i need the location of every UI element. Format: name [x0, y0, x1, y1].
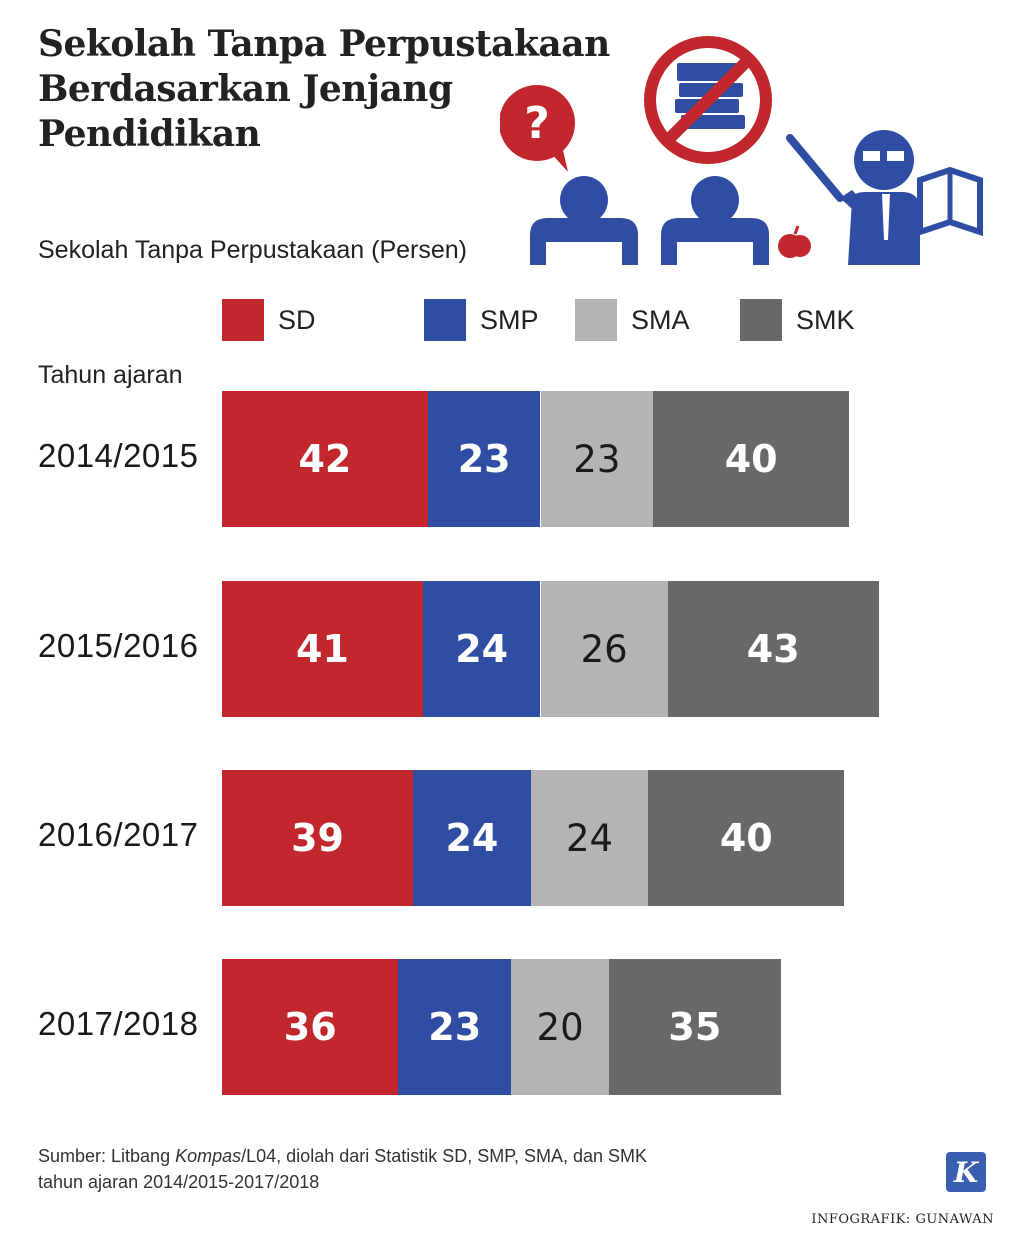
row-label: 2014/2015	[38, 437, 199, 474]
chart-subtitle: Sekolah Tanpa Perpustakaan (Persen)	[38, 236, 467, 264]
title-line: Berdasarkan Jenjang	[38, 68, 453, 110]
source-line: tahun ajaran 2014/2015-2017/2018	[38, 1172, 320, 1192]
row-label: 2016/2017	[38, 816, 199, 853]
legend-swatch	[740, 299, 782, 341]
bar-segment-sma: 20	[511, 959, 610, 1095]
data-label: 36	[283, 1005, 337, 1049]
legend-label: SMP	[480, 305, 539, 335]
bar-segment-smp: 23	[398, 959, 512, 1095]
student-icon	[661, 176, 769, 265]
data-label: 40	[724, 437, 778, 481]
kompas-logo: K	[946, 1152, 986, 1192]
data-label: 24	[445, 816, 499, 860]
bar-segment-sd: 36	[222, 959, 399, 1095]
data-label: 39	[291, 816, 344, 860]
chart-title: Sekolah Tanpa Perpustakaan Berdasarkan J…	[38, 22, 638, 157]
legend-swatch	[424, 299, 466, 341]
svg-text:?: ?	[524, 98, 550, 149]
credit: INFOGRAFIK: GUNAWAN	[811, 1212, 994, 1227]
data-label: 40	[719, 816, 773, 860]
bar-segment-smk: 35	[609, 959, 781, 1095]
data-label: 24	[455, 627, 509, 671]
data-label: 24	[565, 816, 614, 860]
title-line: Sekolah Tanpa Perpustakaan	[38, 23, 610, 65]
bar-segment-sma: 26	[540, 581, 668, 717]
legend-label: SMA	[631, 305, 690, 335]
question-bubble-icon: ?	[500, 85, 575, 172]
bar-segment-sma: 23	[540, 391, 654, 527]
title-line: Pendidikan	[38, 113, 261, 155]
data-label: 23	[428, 1005, 482, 1049]
legend-label: SMK	[796, 305, 855, 335]
bar-segment-sd: 39	[222, 770, 414, 906]
legend-label: SD	[278, 305, 316, 335]
source-line: Sumber: Litbang Kompas/L04, diolah dari …	[38, 1146, 647, 1166]
data-label: 41	[296, 627, 349, 671]
apple-icon	[778, 225, 811, 258]
data-label: 23	[457, 437, 511, 481]
source-note: Sumber: Litbang Kompas/L04, diolah dari …	[38, 1143, 647, 1195]
bar-segment-smp: 23	[427, 391, 541, 527]
data-label: 23	[573, 437, 621, 481]
bar-segment-sma: 24	[530, 770, 649, 906]
data-label: 43	[746, 627, 800, 671]
y-axis-title: Tahun ajaran	[38, 361, 183, 389]
row-label: 2017/2018	[38, 1005, 199, 1042]
student-icon	[530, 176, 638, 265]
data-label: 35	[668, 1005, 722, 1049]
legend-swatch	[222, 299, 264, 341]
bar-segment-smp: 24	[413, 770, 531, 906]
legend-swatch	[575, 299, 617, 341]
bar-segment-smk: 40	[653, 391, 850, 527]
data-label: 26	[580, 627, 628, 671]
no-books-icon	[644, 36, 772, 164]
bar-segment-smp: 24	[422, 581, 541, 717]
bar-segment-smk: 40	[648, 770, 845, 906]
teacher-icon	[786, 130, 983, 265]
data-label: 42	[298, 437, 352, 481]
bar-segment-smk: 43	[667, 581, 879, 717]
illustration: ?	[500, 36, 983, 265]
bar-segment-sd: 42	[222, 391, 428, 527]
bar-segment-sd: 41	[222, 581, 423, 717]
row-label: 2015/2016	[38, 627, 199, 664]
logo-letter: K	[953, 1155, 979, 1189]
data-label: 20	[536, 1005, 584, 1049]
